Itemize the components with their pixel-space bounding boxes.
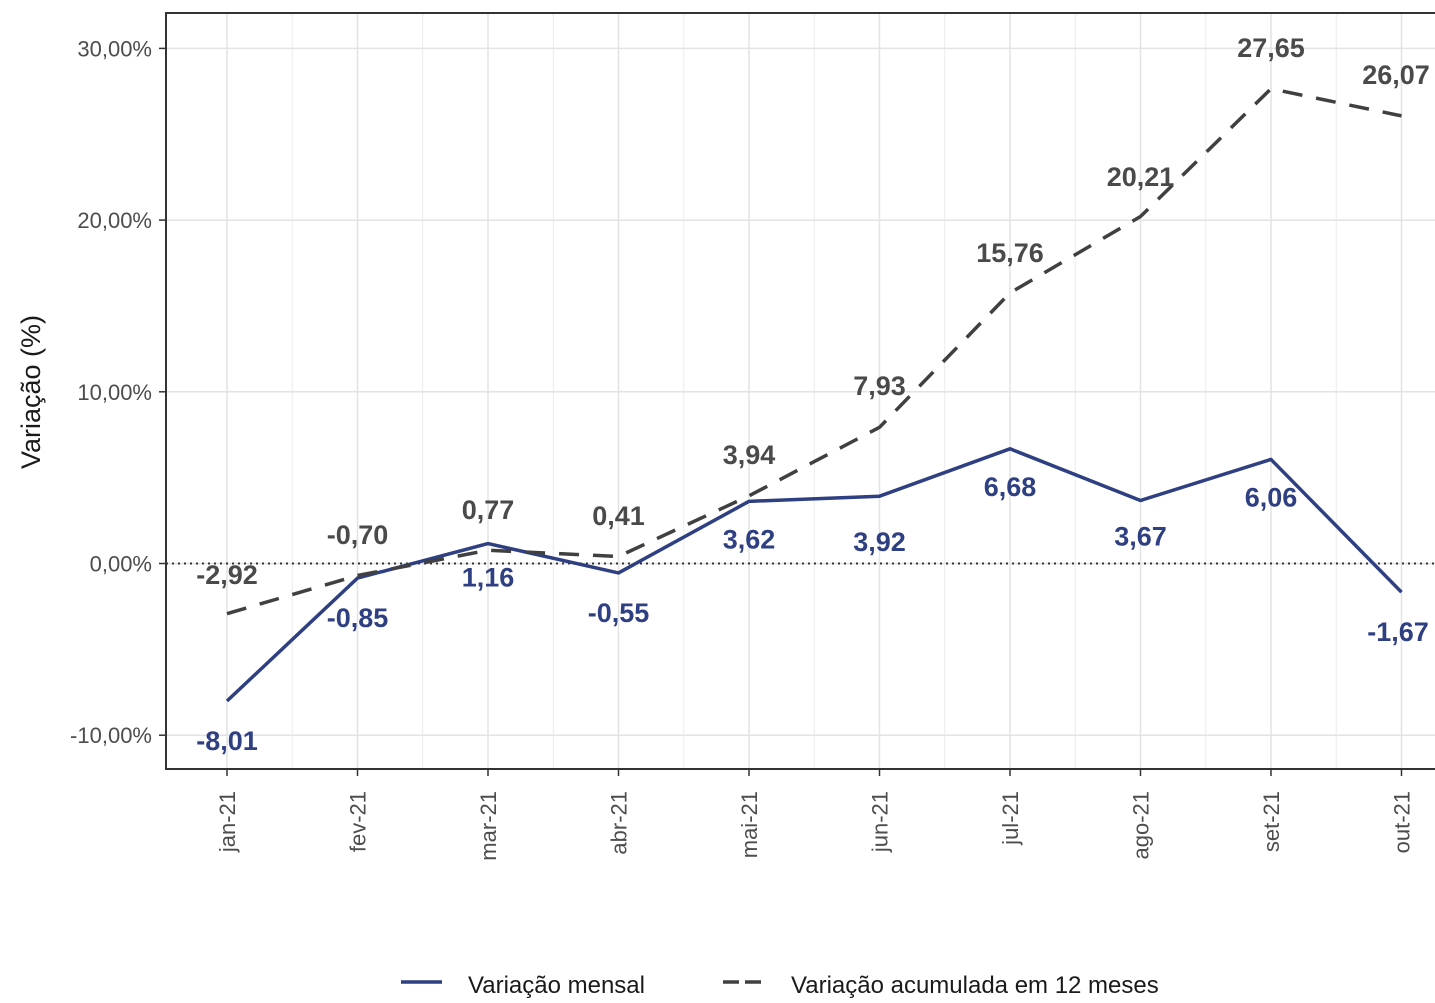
data-label-mensal: 3,92 [853,527,906,557]
data-label-mensal: -0,55 [588,598,650,628]
x-tick-label: jun-21 [868,791,893,853]
data-label-mensal: 6,68 [984,472,1037,502]
x-tick-label: jul-21 [998,791,1023,846]
data-label-mensal: -8,01 [196,726,258,756]
plot-panel [166,13,1435,769]
x-tick-label: fev-21 [346,791,371,852]
data-label-mensal: 3,67 [1114,521,1167,551]
y-tick-label: 10,00% [77,380,152,405]
y-tick-label: 20,00% [77,208,152,233]
data-label-acumulada: 0,77 [462,495,515,525]
data-label-acumulada: 20,21 [1107,162,1175,192]
x-tick-label: abr-21 [607,791,632,855]
data-label-acumulada: 15,76 [976,238,1044,268]
x-tick-label: mar-21 [476,791,501,861]
x-tick-label: set-21 [1259,791,1284,852]
y-tick-label: 0,00% [90,552,152,577]
y-tick-label: -10,00% [70,723,152,748]
data-label-mensal: 3,62 [723,524,776,554]
x-tick-label: out-21 [1390,791,1415,853]
legend-label-mensal: Variação mensal [468,972,645,998]
data-label-acumulada: 0,41 [592,501,645,531]
data-label-acumulada: 26,07 [1362,60,1430,90]
data-label-mensal: 1,16 [462,563,515,593]
x-tick-label: jan-21 [215,791,240,853]
y-axis-title: Variação (%) [16,315,46,469]
data-label-acumulada: 3,94 [723,440,776,470]
y-tick-label: 30,00% [77,36,152,61]
data-label-acumulada: -0,70 [327,520,389,550]
legend-label-acumulada: Variação acumulada em 12 meses [791,972,1159,998]
data-label-acumulada: 27,65 [1237,33,1305,63]
data-label-mensal: -1,67 [1367,617,1429,647]
data-label-mensal: 6,06 [1245,482,1298,512]
data-label-acumulada: -2,92 [196,560,258,590]
x-tick-label: mai-21 [737,791,762,858]
data-label-acumulada: 7,93 [853,371,906,401]
data-label-mensal: -0,85 [327,603,389,633]
x-tick-label: ago-21 [1129,791,1154,860]
